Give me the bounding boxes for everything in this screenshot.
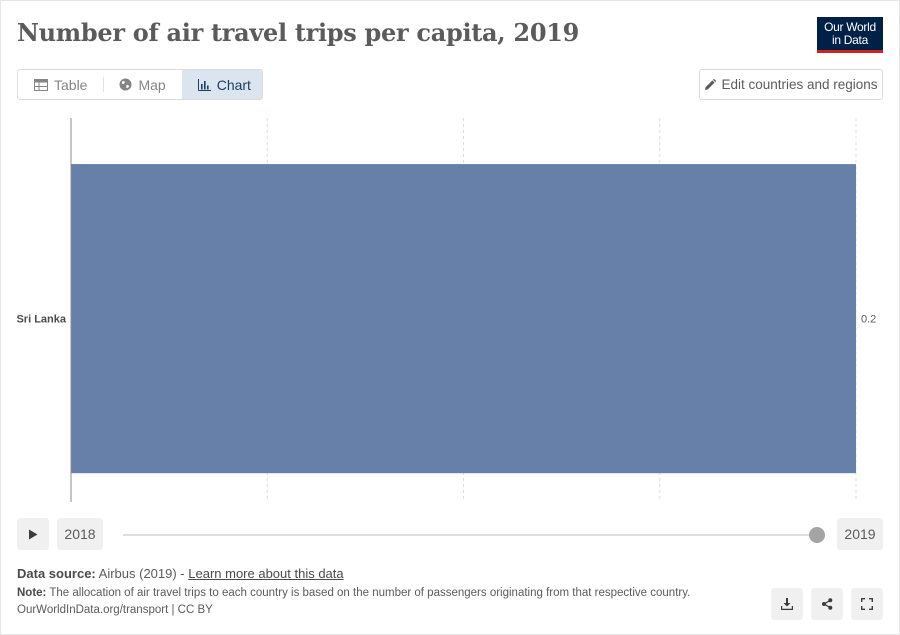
table-icon: [34, 78, 48, 91]
chart-actions: [771, 588, 883, 620]
edit-countries-button[interactable]: Edit countries and regions: [699, 69, 883, 100]
timeline-handle[interactable]: [809, 527, 825, 543]
logo-line-2: in Data: [832, 32, 868, 47]
timeline-track[interactable]: [123, 534, 817, 536]
share-icon: [822, 598, 833, 610]
footer: Data source: Airbus (2019) - Learn more …: [17, 566, 757, 616]
value-label: 0.2: [861, 314, 876, 326]
note-text: The allocation of air travel trips to ea…: [49, 587, 691, 599]
tab-chart[interactable]: Chart: [181, 70, 262, 99]
learn-more-link[interactable]: Learn more about this data: [188, 566, 344, 581]
bars: Sri Lanka 0.2: [16, 164, 876, 474]
tab-table-label: Table: [54, 76, 88, 93]
edit-countries-label: Edit countries and regions: [721, 77, 878, 92]
tab-map[interactable]: Map: [103, 70, 181, 99]
data-source-label: Data source:: [17, 566, 96, 581]
pencil-icon: [705, 78, 717, 90]
download-icon: [781, 598, 793, 610]
chart-note: Note: The allocation of air travel trips…: [17, 587, 757, 599]
license-text: OurWorldInData.org/transport | CC BY: [17, 604, 213, 616]
chart-icon: [197, 78, 211, 91]
play-icon: [29, 529, 38, 539]
timeline-start-year[interactable]: 2018: [57, 518, 103, 550]
timeline-end-year[interactable]: 2019: [837, 518, 883, 550]
timeline: 2018 2019: [17, 518, 883, 550]
download-button[interactable]: [771, 588, 803, 620]
bar-chart: Sri Lanka 0.2: [16, 118, 876, 502]
fullscreen-button[interactable]: [851, 588, 883, 620]
data-source: Data source: Airbus (2019) - Learn more …: [17, 566, 757, 581]
note-label: Note:: [17, 587, 47, 599]
owid-logo[interactable]: Our World in Data: [817, 17, 883, 53]
globe-icon: [119, 78, 132, 91]
logo-line-1: Our World: [824, 20, 876, 34]
category-label: Sri Lanka: [16, 314, 66, 326]
play-button[interactable]: [17, 518, 49, 550]
data-source-text: Airbus (2019) -: [98, 566, 189, 581]
fullscreen-icon: [861, 598, 873, 610]
tab-map-label: Map: [138, 76, 166, 93]
tab-chart-label: Chart: [216, 76, 251, 93]
bar-sri-lanka[interactable]: [71, 164, 856, 474]
page-title: Number of air travel trips per capita, 2…: [17, 18, 580, 47]
view-tabs: Table Map Chart: [17, 69, 263, 100]
tab-table[interactable]: Table: [18, 70, 103, 99]
share-button[interactable]: [811, 588, 843, 620]
